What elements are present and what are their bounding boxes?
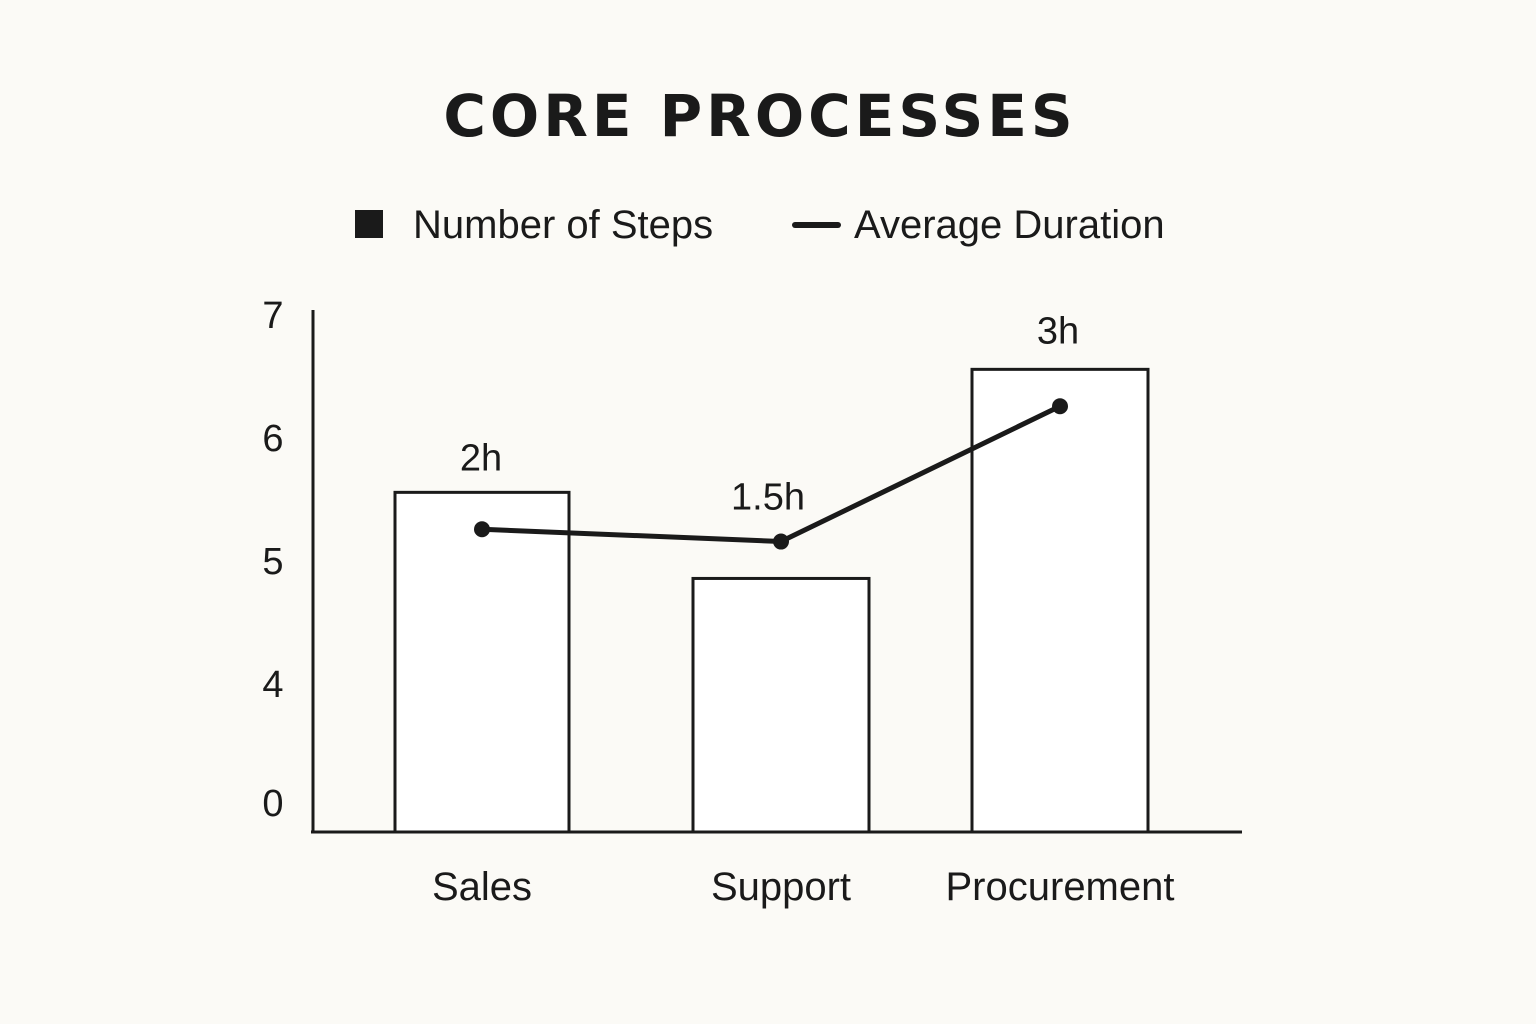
y-tick-label: 5 bbox=[262, 541, 283, 583]
duration-data-label: 3h bbox=[1037, 310, 1079, 352]
x-tick-label: Procurement bbox=[946, 865, 1175, 909]
y-axis-ticks: 7 6 5 4 0 bbox=[262, 295, 283, 825]
legend: Number of Steps Average Duration bbox=[355, 203, 1165, 247]
x-axis-labels: Sales Support Procurement bbox=[432, 865, 1175, 909]
x-tick-label: Support bbox=[711, 865, 851, 909]
legend-duration-label: Average Duration bbox=[854, 203, 1165, 247]
y-tick-label: 7 bbox=[262, 295, 283, 337]
duration-point bbox=[1052, 398, 1068, 415]
duration-point bbox=[773, 533, 789, 550]
bar-sales bbox=[393, 490, 571, 834]
y-tick-label: 0 bbox=[262, 783, 283, 825]
legend-steps-swatch bbox=[355, 210, 383, 238]
bars bbox=[393, 367, 1150, 834]
y-tick-label: 4 bbox=[262, 664, 283, 706]
x-tick-label: Sales bbox=[432, 865, 532, 909]
y-tick-label: 6 bbox=[262, 418, 283, 460]
legend-steps-label: Number of Steps bbox=[413, 203, 713, 247]
duration-data-label: 2h bbox=[460, 437, 502, 479]
bar-support bbox=[691, 576, 871, 834]
duration-point bbox=[474, 521, 490, 538]
chart-title: CORE PROCESSES bbox=[443, 82, 1076, 150]
duration-line: 2h 1.5h 3h bbox=[460, 310, 1079, 550]
duration-data-label: 1.5h bbox=[731, 477, 805, 519]
